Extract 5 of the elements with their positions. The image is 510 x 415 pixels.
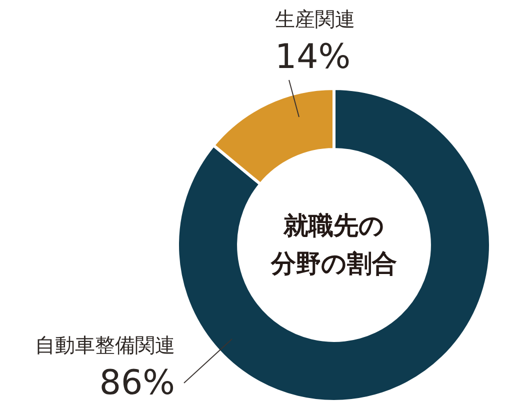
text: 就職先の分野の割合 [271,210,397,280]
slice-label: 自動車整備関連 [35,333,175,358]
data-label: 14% [275,36,351,77]
slice-label: 生産関連 [275,7,355,32]
data-label: 86% [99,362,175,403]
